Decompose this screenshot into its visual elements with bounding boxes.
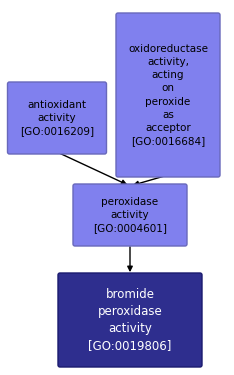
FancyBboxPatch shape	[58, 273, 202, 367]
Text: oxidoreductase
activity,
acting
on
peroxide
as
acceptor
[GO:0016684]: oxidoreductase activity, acting on perox…	[128, 44, 208, 146]
FancyBboxPatch shape	[73, 184, 187, 246]
Text: antioxidant
activity
[GO:0016209]: antioxidant activity [GO:0016209]	[20, 100, 94, 136]
Text: peroxidase
activity
[GO:0004601]: peroxidase activity [GO:0004601]	[93, 197, 167, 233]
FancyBboxPatch shape	[116, 13, 220, 177]
FancyBboxPatch shape	[7, 82, 106, 154]
Text: bromide
peroxidase
activity
[GO:0019806]: bromide peroxidase activity [GO:0019806]	[88, 288, 172, 352]
